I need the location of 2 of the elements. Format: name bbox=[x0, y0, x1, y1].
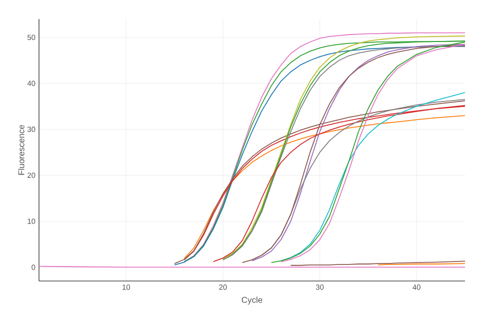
x-axis-title: Cycle bbox=[242, 296, 262, 305]
y-axis-title: Fluorescence bbox=[18, 124, 24, 175]
